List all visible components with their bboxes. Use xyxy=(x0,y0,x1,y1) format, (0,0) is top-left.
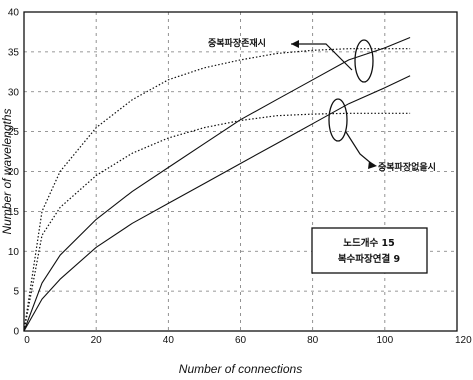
annotation-ellipse xyxy=(355,40,373,82)
x-tick-label: 80 xyxy=(307,335,319,346)
series-group xyxy=(24,38,410,332)
annotation-duplicate-present: 중복파장존재시 xyxy=(208,37,373,82)
y-tick-label: 5 xyxy=(13,287,19,298)
x-tick-label: 120 xyxy=(455,335,472,346)
annotation-label: 중복파장존재시 xyxy=(208,37,266,49)
x-tick-label: 40 xyxy=(163,335,175,346)
info-box-line: 노드개수 15 xyxy=(343,237,395,249)
y-tick-label: 10 xyxy=(8,247,20,258)
y-tick-label: 30 xyxy=(8,87,20,98)
info-box-frame xyxy=(312,228,427,273)
arrowhead-icon xyxy=(368,161,377,169)
annotation-leader xyxy=(291,44,352,70)
x-tick-label: 20 xyxy=(91,335,103,346)
info-box-line: 복수파장연결 9 xyxy=(338,253,400,265)
series-line-2 xyxy=(24,38,410,332)
series-line-3 xyxy=(24,113,410,331)
arrowhead-icon xyxy=(291,40,299,48)
y-axis-label: Number of wavelengths xyxy=(0,108,14,234)
annotation-duplicate-absent: 중복파장없을시 xyxy=(329,99,436,173)
y-tick-label: 0 xyxy=(13,327,19,338)
annotation-label: 중복파장없을시 xyxy=(378,161,436,173)
y-tick-label: 40 xyxy=(8,8,20,19)
annotation-ellipse xyxy=(329,99,347,141)
x-tick-label: 0 xyxy=(24,335,30,346)
series-line-1 xyxy=(24,49,410,331)
y-tick-label: 35 xyxy=(8,47,20,58)
x-axis-label: Number of connections xyxy=(179,362,302,376)
annotation-leader xyxy=(346,132,372,164)
x-tick-label: 100 xyxy=(376,335,393,346)
series-line-4 xyxy=(24,76,410,331)
info-box: 노드개수 15 복수파장연결 9 xyxy=(312,228,427,273)
x-tick-label: 60 xyxy=(235,335,247,346)
